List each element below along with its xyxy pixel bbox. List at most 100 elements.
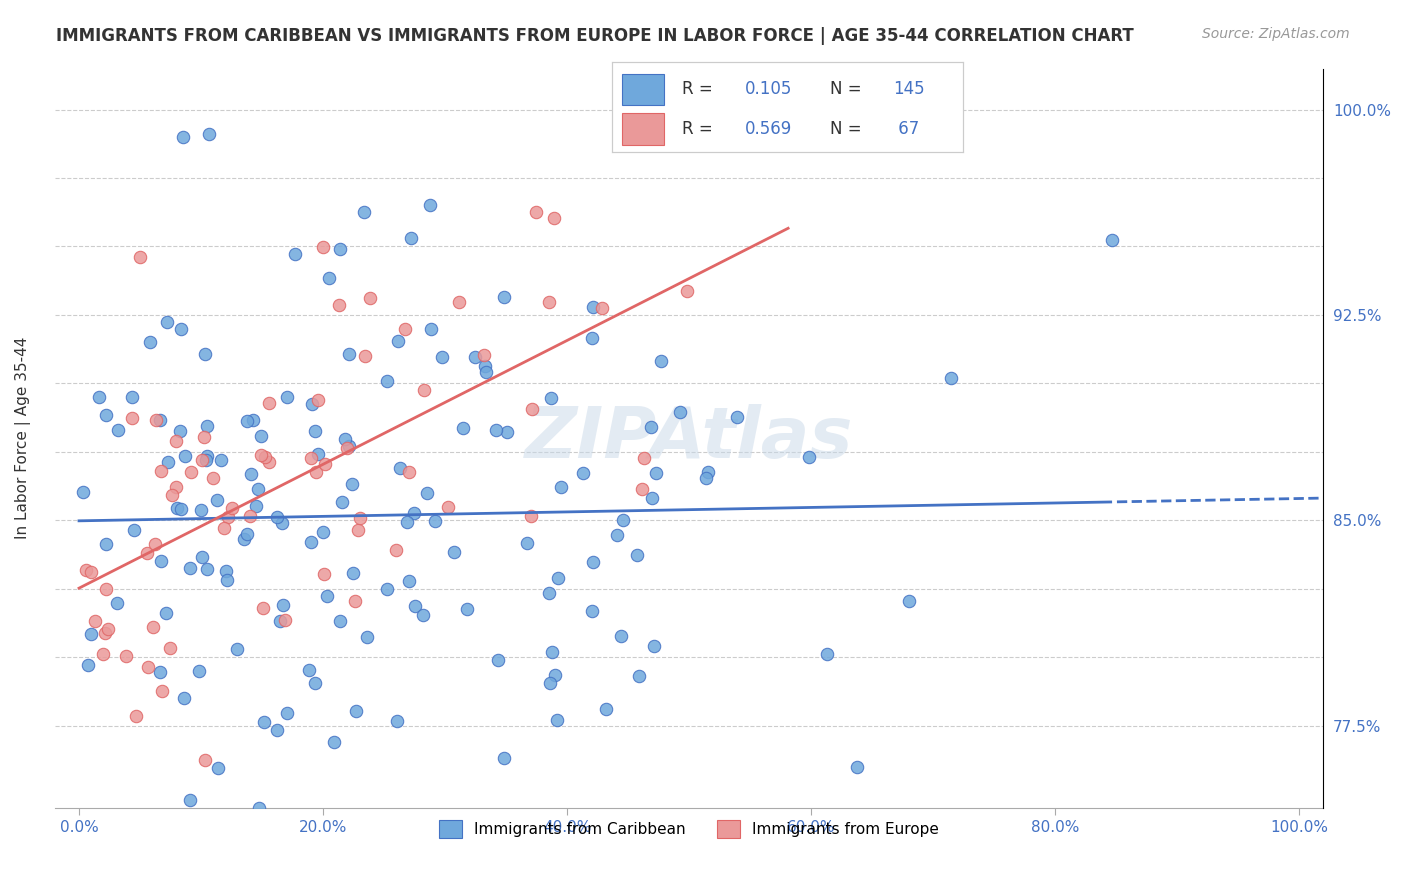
Immigrants from Caribbean [250,429,273,443]
Text: IMMIGRANTS FROM CARIBBEAN VS IMMIGRANTS FROM EUROPE IN LABOR FORCE | AGE 35-44 C: IMMIGRANTS FROM CARIBBEAN VS IMMIGRANTS … [56,27,1135,45]
Immigrants from Europe [96,582,118,596]
Immigrants from Europe [675,284,697,298]
Immigrants from Caribbean [307,815,329,830]
Immigrants from Caribbean [612,513,634,527]
Immigrants from Europe [299,450,322,465]
Immigrants from Europe [160,488,183,502]
Immigrants from Caribbean [195,418,218,433]
Immigrants from Caribbean [312,525,335,540]
Immigrants from Caribbean [236,527,259,541]
Immigrants from Caribbean [89,390,111,404]
Immigrants from Caribbean [149,665,172,679]
Immigrants from Europe [94,626,117,640]
Immigrants from Caribbean [80,626,103,640]
Immigrants from Caribbean [375,374,398,388]
Immigrants from Europe [83,615,105,629]
Immigrants from Caribbean [245,500,267,514]
Immigrants from Caribbean [304,676,326,690]
Immigrants from Europe [307,392,329,407]
Text: N =: N = [830,120,860,138]
Immigrants from Europe [353,349,375,363]
Immigrants from Caribbean [485,424,508,438]
Immigrants from Caribbean [207,493,229,508]
Immigrants from Europe [149,464,172,478]
Immigrants from Caribbean [105,596,128,610]
Immigrants from Caribbean [240,467,263,481]
Immigrants from Europe [201,471,224,485]
Immigrants from Caribbean [269,614,291,628]
Immigrants from Caribbean [696,465,718,479]
Immigrants from Caribbean [486,653,509,667]
Immigrants from Caribbean [298,663,321,677]
Text: 0.569: 0.569 [745,120,793,138]
Immigrants from Caribbean [582,301,605,315]
Immigrants from Caribbean [150,554,173,568]
Immigrants from Caribbean [94,408,117,422]
Immigrants from Caribbean [124,523,146,537]
Immigrants from Caribbean [337,347,360,361]
Immigrants from Europe [193,753,215,767]
Immigrants from Caribbean [322,735,344,749]
Immigrants from Caribbean [404,506,426,520]
Immigrants from Europe [437,500,460,514]
Immigrants from Europe [526,205,548,219]
Immigrants from Europe [346,523,368,537]
Immigrants from Caribbean [627,669,650,683]
Immigrants from Caribbean [1101,233,1123,247]
Immigrants from Caribbean [166,500,188,515]
Immigrants from Caribbean [173,691,195,706]
Immigrants from Caribbean [301,396,323,410]
Immigrants from Caribbean [845,760,868,774]
Immigrants from Europe [305,466,328,480]
Immigrants from Caribbean [581,331,603,345]
Immigrants from Europe [79,565,101,579]
Immigrants from Europe [257,455,280,469]
Immigrants from Europe [537,294,560,309]
Immigrants from Caribbean [174,449,197,463]
Immigrants from Caribbean [77,657,100,672]
Immigrants from Caribbean [247,801,270,815]
Immigrants from Caribbean [582,555,605,569]
Immigrants from Caribbean [271,516,294,530]
Immigrants from Europe [257,396,280,410]
Legend: Immigrants from Caribbean, Immigrants from Europe: Immigrants from Caribbean, Immigrants fr… [433,814,945,845]
Immigrants from Caribbean [650,354,672,368]
Immigrants from Caribbean [430,350,453,364]
Immigrants from Caribbean [271,598,294,612]
Immigrants from Caribbean [643,639,665,653]
Immigrants from Europe [135,546,157,560]
Text: 145: 145 [893,80,924,98]
Immigrants from Caribbean [344,704,367,718]
Immigrants from Europe [520,402,543,417]
Immigrants from Caribbean [225,642,247,657]
Text: R =: R = [682,120,713,138]
Immigrants from Caribbean [157,455,180,469]
Immigrants from Europe [75,563,97,577]
Immigrants from Caribbean [209,453,232,467]
Immigrants from Caribbean [897,593,920,607]
Immigrants from Caribbean [307,447,329,461]
Immigrants from Europe [221,500,243,515]
Immigrants from Europe [314,457,336,471]
Immigrants from Caribbean [420,322,443,336]
Immigrants from Caribbean [190,549,212,564]
Immigrants from Europe [114,649,136,664]
Immigrants from Caribbean [195,562,218,576]
Immigrants from Caribbean [170,322,193,336]
Immigrants from Europe [180,466,202,480]
Immigrants from Caribbean [246,482,269,496]
Immigrants from Europe [97,622,120,636]
Immigrants from Caribbean [451,421,474,435]
Immigrants from Caribbean [195,449,218,463]
Immigrants from Caribbean [266,510,288,524]
Immigrants from Caribbean [340,476,363,491]
Immigrants from Caribbean [179,793,201,807]
Immigrants from Caribbean [353,205,375,219]
Immigrants from Caribbean [121,391,143,405]
Immigrants from Caribbean [538,676,561,690]
Immigrants from Caribbean [387,334,409,348]
Immigrants from Europe [142,620,165,634]
Immigrants from Caribbean [727,409,749,424]
Immigrants from Caribbean [188,664,211,678]
Immigrants from Europe [145,413,167,427]
